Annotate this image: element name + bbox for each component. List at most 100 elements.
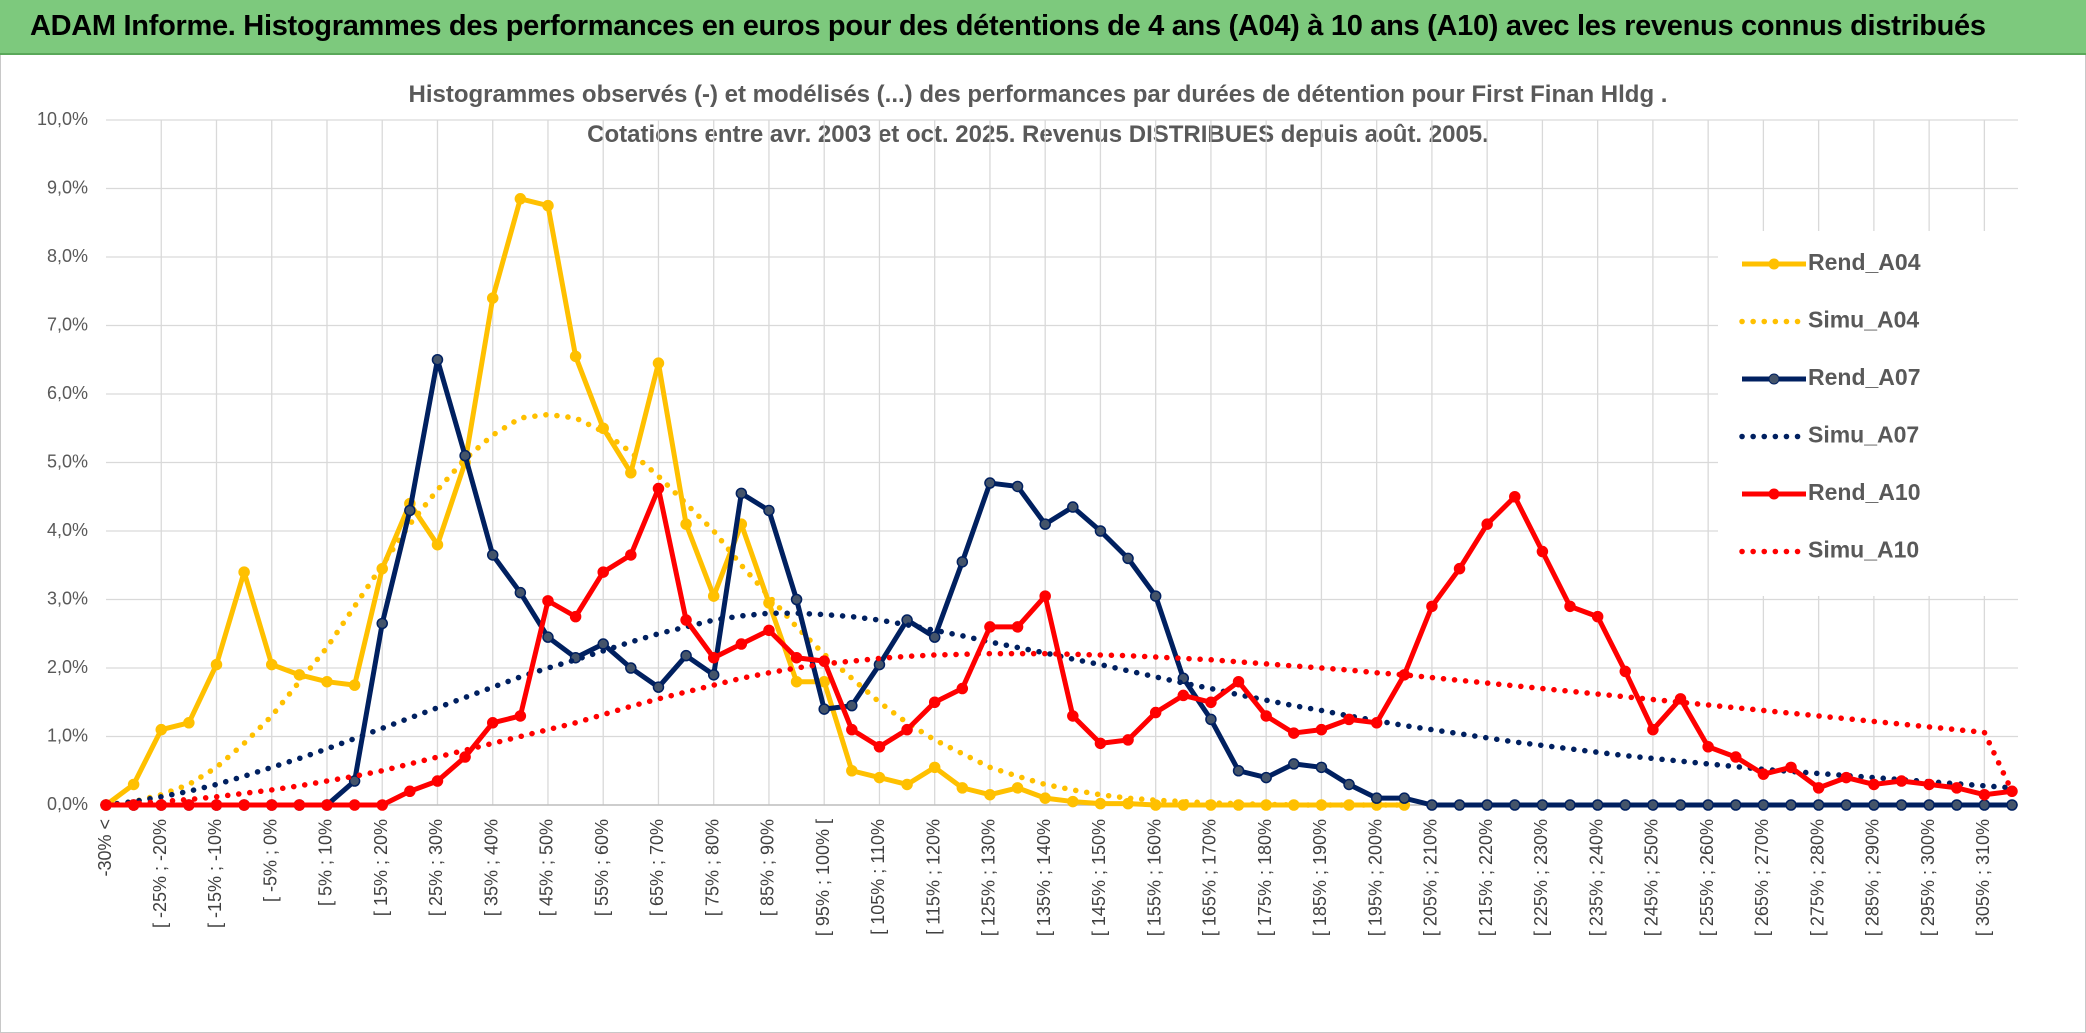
data-point xyxy=(1370,717,1383,729)
data-point xyxy=(542,631,554,643)
data-point xyxy=(1674,799,1687,811)
data-point xyxy=(873,771,886,784)
data-point xyxy=(1232,765,1245,777)
data-point xyxy=(1343,713,1355,726)
data-point xyxy=(1951,799,1963,811)
x-tick-label: -30% < xyxy=(95,819,115,877)
data-point xyxy=(680,518,692,530)
data-point xyxy=(1260,710,1272,722)
data-point xyxy=(1481,518,1493,530)
x-tick-label: [ 95% ; 100% [ xyxy=(813,819,833,936)
legend-marker xyxy=(1768,258,1780,270)
data-point xyxy=(984,621,996,633)
x-tick-label: [ 35% ; 40% xyxy=(481,819,501,916)
data-point xyxy=(1564,799,1576,811)
data-point xyxy=(486,717,499,729)
data-point xyxy=(155,723,167,736)
x-tick-label: [ 245% ; 250% xyxy=(1642,819,1662,936)
data-point xyxy=(652,357,665,369)
data-point xyxy=(569,350,582,363)
data-point xyxy=(1730,799,1742,811)
data-point xyxy=(542,199,554,212)
data-point xyxy=(1730,751,1742,763)
data-point xyxy=(1453,799,1466,811)
data-point xyxy=(293,799,306,811)
data-point xyxy=(431,775,444,787)
x-tick-label: [ 305% ; 310% xyxy=(1973,819,1993,936)
y-tick-label: 2,0% xyxy=(47,657,88,677)
x-tick-label: [ 235% ; 240% xyxy=(1586,819,1606,936)
model-line xyxy=(103,411,1408,808)
data-point xyxy=(597,566,609,578)
data-point xyxy=(238,799,250,811)
data-point xyxy=(1094,525,1107,537)
x-tick-label: [ 115% ; 120% xyxy=(923,819,943,935)
data-point xyxy=(348,679,361,691)
data-point xyxy=(348,775,361,787)
data-point xyxy=(652,482,665,495)
data-point xyxy=(790,651,803,664)
legend-label: Simu_A10 xyxy=(1808,537,1919,563)
data-point xyxy=(901,778,913,791)
data-point xyxy=(431,354,444,366)
data-point xyxy=(1978,788,1991,801)
x-tick-label: [ 85% ; 90% xyxy=(758,819,778,916)
data-point xyxy=(928,761,941,774)
data-point xyxy=(928,696,941,708)
data-point xyxy=(680,649,692,662)
y-tick-label: 4,0% xyxy=(47,520,88,540)
data-point xyxy=(210,658,223,671)
data-point xyxy=(1011,782,1024,794)
data-point xyxy=(1122,552,1134,565)
data-point xyxy=(2006,785,2018,798)
data-point xyxy=(1619,665,1632,678)
x-tick-label: [ 285% ; 290% xyxy=(1863,819,1883,936)
y-tick-label: 5,0% xyxy=(47,451,88,471)
data-point xyxy=(1785,761,1797,774)
data-point xyxy=(1288,727,1300,739)
x-tick-label: [ 275% ; 280% xyxy=(1807,819,1827,936)
x-tick-label: [ 45% ; 50% xyxy=(537,819,557,916)
data-point xyxy=(928,631,941,643)
x-tick-label: [ 195% ; 200% xyxy=(1365,819,1385,936)
data-point xyxy=(1011,480,1024,493)
y-tick-label: 0,0% xyxy=(47,794,88,814)
data-point xyxy=(1205,696,1217,708)
data-point xyxy=(625,662,637,674)
data-point xyxy=(1426,600,1438,613)
data-point xyxy=(183,799,195,811)
data-point xyxy=(1978,799,1991,811)
data-point xyxy=(1840,771,1853,784)
data-point xyxy=(707,590,720,602)
data-point xyxy=(210,799,223,811)
data-point xyxy=(984,788,996,801)
data-point xyxy=(597,638,609,650)
data-point xyxy=(956,782,969,794)
data-point xyxy=(735,487,748,500)
x-tick-label: [ 175% ; 180% xyxy=(1255,819,1275,936)
data-point xyxy=(1868,799,1880,811)
x-tick-label: [ 155% ; 160% xyxy=(1144,819,1164,936)
x-tick-label: [ -15% ; -10% xyxy=(205,819,225,928)
data-point xyxy=(183,717,195,729)
data-point xyxy=(707,651,720,664)
data-point xyxy=(846,765,858,777)
data-point xyxy=(1398,792,1411,804)
x-tick-label: [ 5% ; 10% xyxy=(316,819,336,906)
data-point xyxy=(1232,675,1245,688)
data-point xyxy=(625,549,637,561)
data-point xyxy=(790,675,803,688)
y-tick-label: 7,0% xyxy=(47,314,88,334)
data-point xyxy=(1868,778,1880,791)
data-point xyxy=(1122,734,1134,746)
data-point xyxy=(1067,710,1079,722)
data-point xyxy=(1039,792,1051,804)
x-tick-label: [ 15% ; 20% xyxy=(371,819,391,916)
data-point xyxy=(1591,610,1604,623)
data-point xyxy=(680,614,692,626)
data-point xyxy=(1536,799,1549,811)
x-tick-label: [ 255% ; 260% xyxy=(1697,819,1717,936)
model-line xyxy=(103,610,2015,808)
data-point xyxy=(901,723,913,736)
data-point xyxy=(376,799,388,811)
